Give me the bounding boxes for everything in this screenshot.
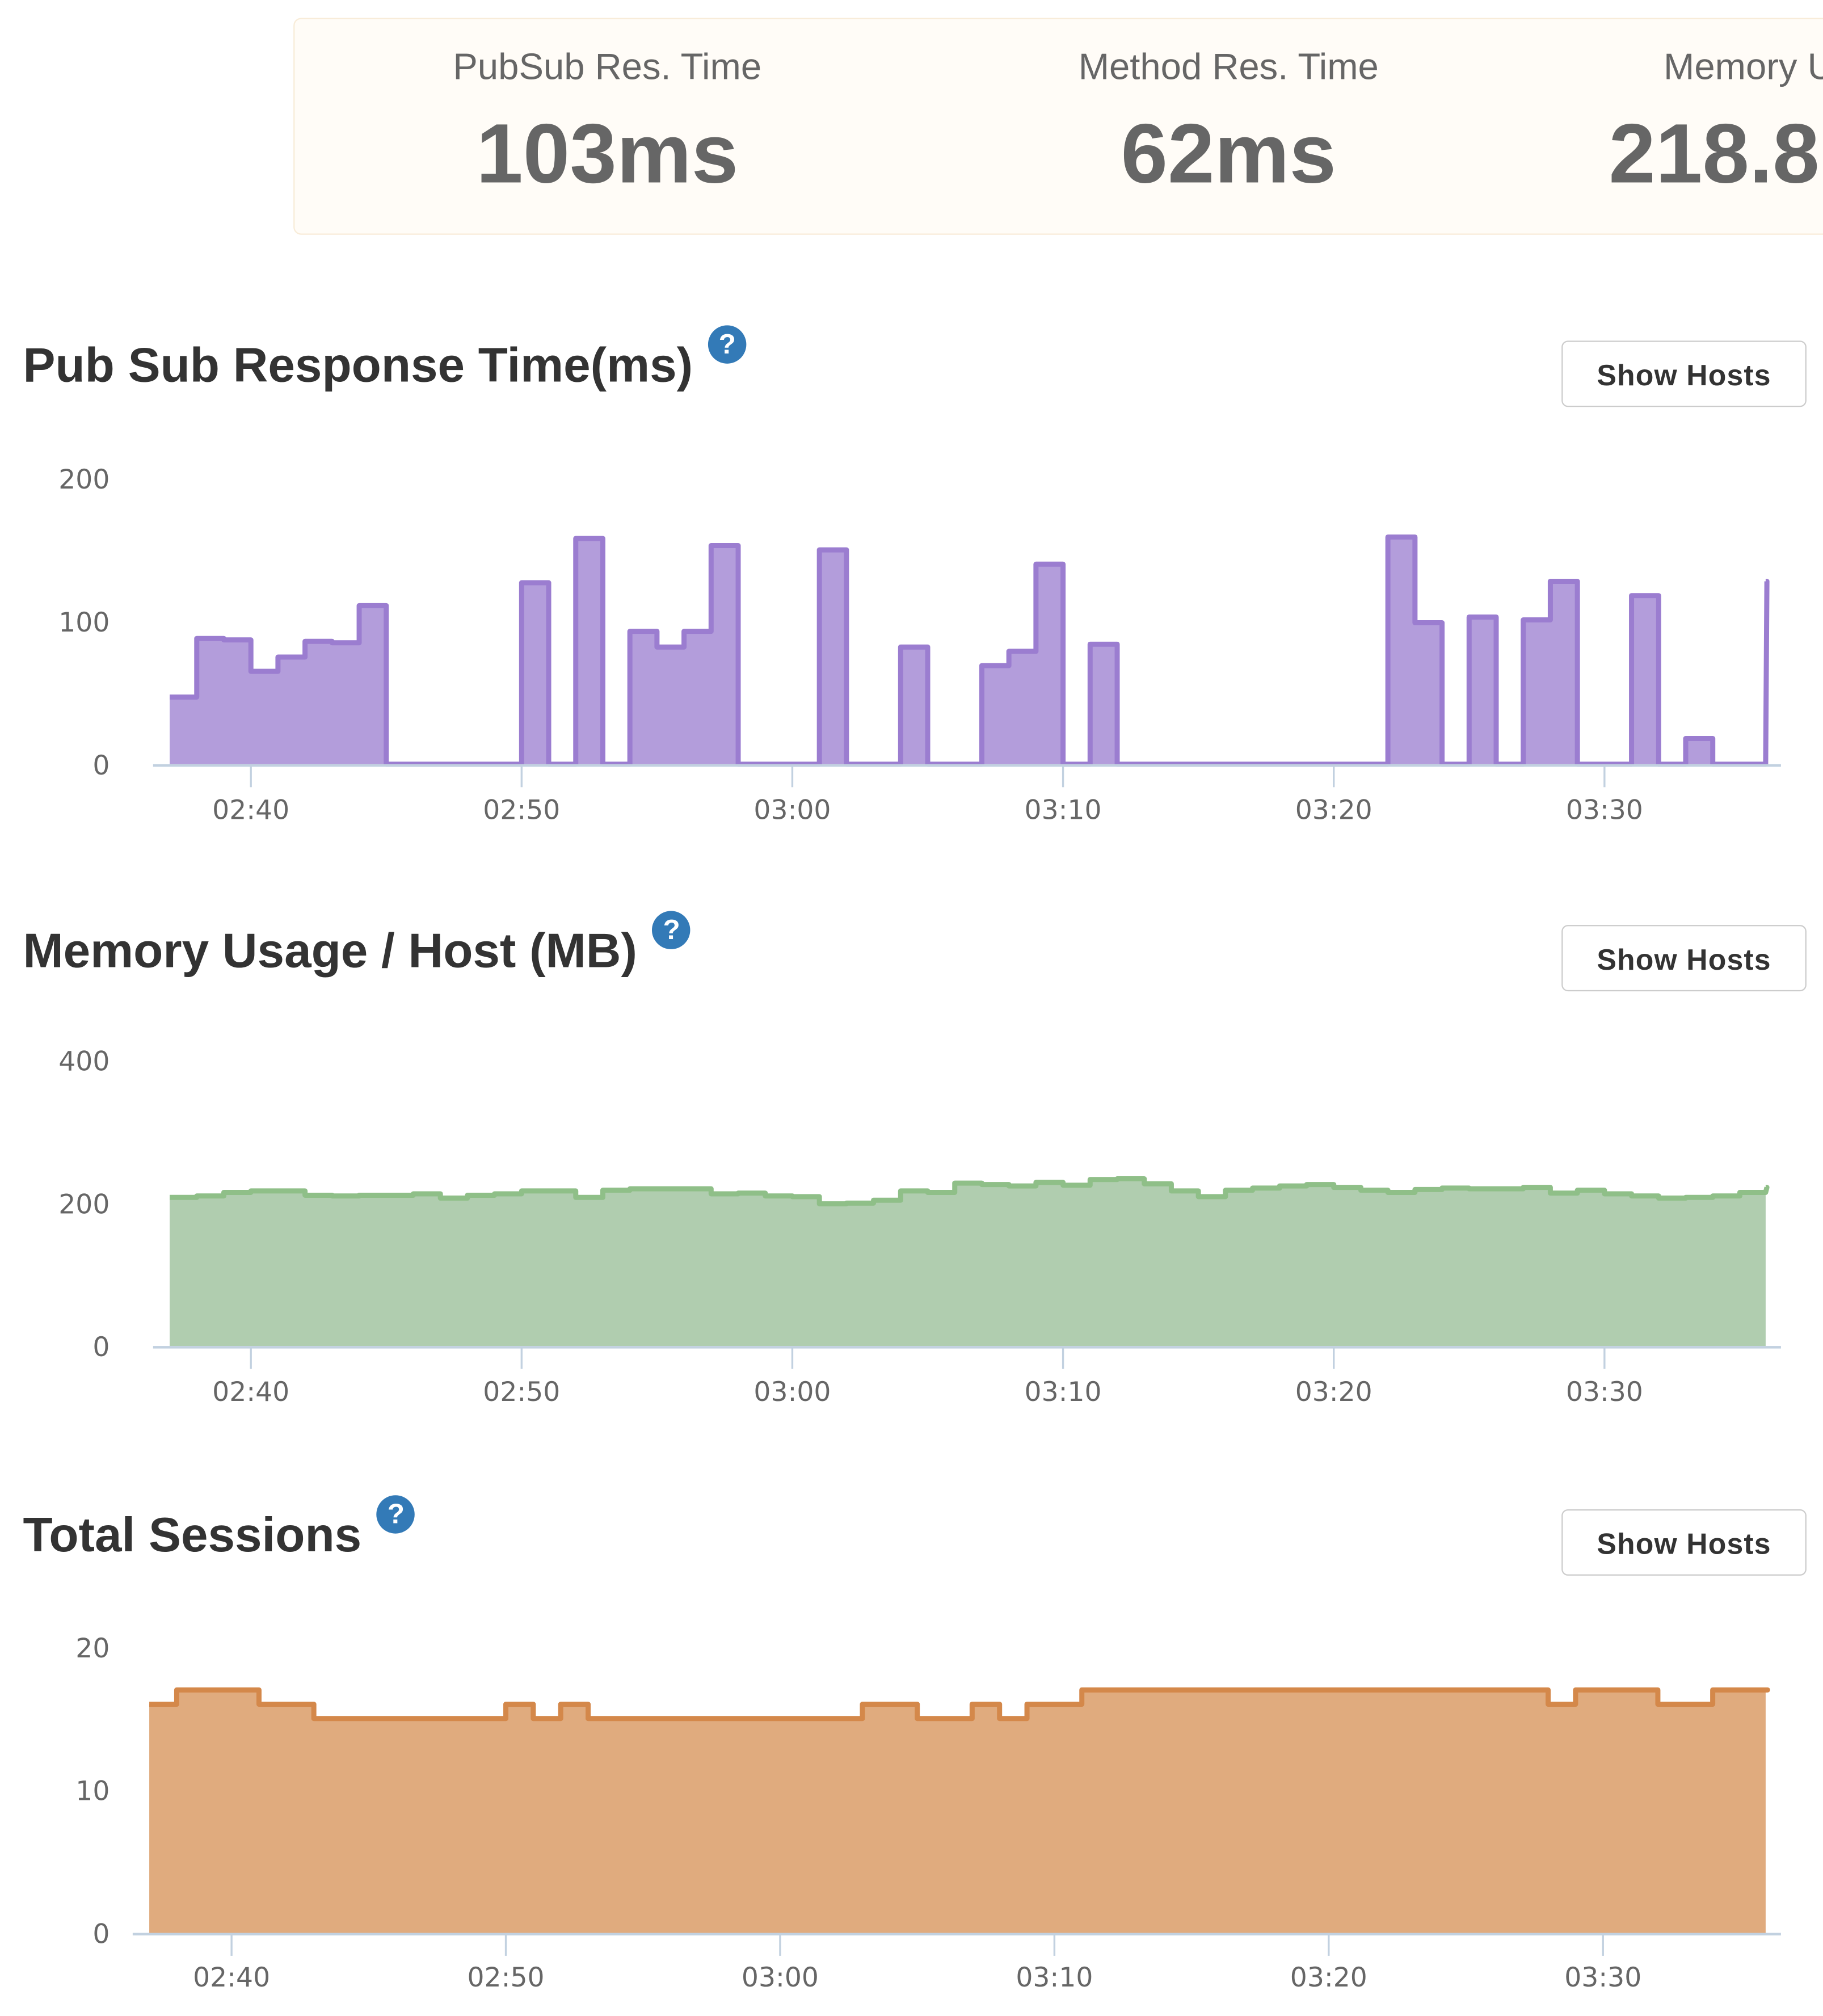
stat-label: Memory U	[1664, 47, 1823, 89]
panel-title-sessions: Total Sessions?	[23, 1495, 415, 1564]
question-circle-icon[interactable]: ?	[708, 325, 747, 364]
stat-value: 62ms	[1121, 106, 1337, 201]
panel-title-text: Memory Usage / Host (MB)	[23, 925, 637, 979]
x-tick-label: 03:30	[1564, 1962, 1641, 1993]
series-line	[170, 1176, 1770, 1207]
x-tick-label: 03:20	[1295, 1377, 1372, 1408]
series-line	[149, 1687, 1770, 1722]
stat-label: PubSub Res. Time	[453, 47, 762, 89]
y-tick-label: 20	[75, 1633, 110, 1664]
x-tick-label: 03:00	[753, 1377, 831, 1408]
total-sessions-chart: 0 10 20 02:40 02:50 03:00 03:10 03:20 03:30	[75, 1633, 1781, 1993]
y-tick-label: 400	[58, 1046, 110, 1077]
pubsub-response-chart: 0 100 200 02:40 02:50 03:00 03:10 03:20 03:30	[58, 464, 1781, 826]
y-tick-label: 0	[92, 1918, 110, 1950]
x-tick-label: 02:50	[483, 1377, 560, 1408]
show-hosts-button[interactable]: Show Hosts	[1561, 1509, 1807, 1576]
series-area	[170, 537, 1767, 764]
x-tick-label: 02:40	[212, 795, 289, 826]
x-tick-label: 02:40	[212, 1377, 289, 1408]
x-tick-label: 03:30	[1566, 795, 1643, 826]
panel-title-text: Pub Sub Response Time(ms)	[23, 339, 693, 393]
x-tick-label: 02:40	[193, 1962, 270, 1993]
x-tick-label: 02:50	[468, 1962, 545, 1993]
panel-title-pubsub: Pub Sub Response Time(ms)?	[23, 325, 747, 394]
y-tick-label: 100	[58, 607, 110, 638]
x-tick-label: 03:00	[742, 1962, 819, 1993]
memory-usage-chart: 0 200 400 02:40 02:50 03:00 03:10 03:20 03:30	[58, 1046, 1781, 1408]
series-area	[149, 1690, 1768, 1933]
y-tick-label: 0	[92, 750, 110, 781]
x-tick-label: 03:20	[1295, 795, 1372, 826]
show-hosts-button[interactable]: Show Hosts	[1561, 340, 1807, 407]
summary-stats-card: PubSub Res. Time 103ms Method Res. Time …	[293, 18, 1823, 235]
x-tick-label: 03:20	[1290, 1962, 1367, 1993]
stat-value: 103ms	[476, 106, 739, 201]
stat-method-response: Method Res. Time 62ms	[1037, 47, 1420, 201]
x-tick-label: 02:50	[483, 795, 560, 826]
stat-value: 218.8	[1609, 106, 1820, 201]
show-hosts-button[interactable]: Show Hosts	[1561, 925, 1807, 992]
x-tick-label: 03:10	[1016, 1962, 1093, 1993]
panel-title-memory: Memory Usage / Host (MB)?	[23, 911, 691, 980]
x-tick-label: 03:10	[1025, 1377, 1102, 1408]
y-tick-label: 10	[75, 1776, 110, 1807]
x-tick-label: 03:30	[1566, 1377, 1643, 1408]
x-tick-label: 03:10	[1025, 795, 1102, 826]
question-circle-icon[interactable]: ?	[377, 1495, 415, 1534]
stat-memory-usage: Memory U 218.8	[1609, 47, 1823, 201]
question-circle-icon[interactable]: ?	[652, 911, 691, 949]
y-tick-label: 0	[92, 1332, 110, 1363]
y-tick-label: 200	[58, 1189, 110, 1220]
stat-label: Method Res. Time	[1078, 47, 1379, 89]
x-tick-label: 03:00	[753, 795, 831, 826]
y-tick-label: 200	[58, 464, 110, 495]
panel-title-text: Total Sessions	[23, 1509, 362, 1563]
stat-pubsub-response: PubSub Res. Time 103ms	[416, 47, 799, 201]
series-area	[170, 1179, 1767, 1346]
